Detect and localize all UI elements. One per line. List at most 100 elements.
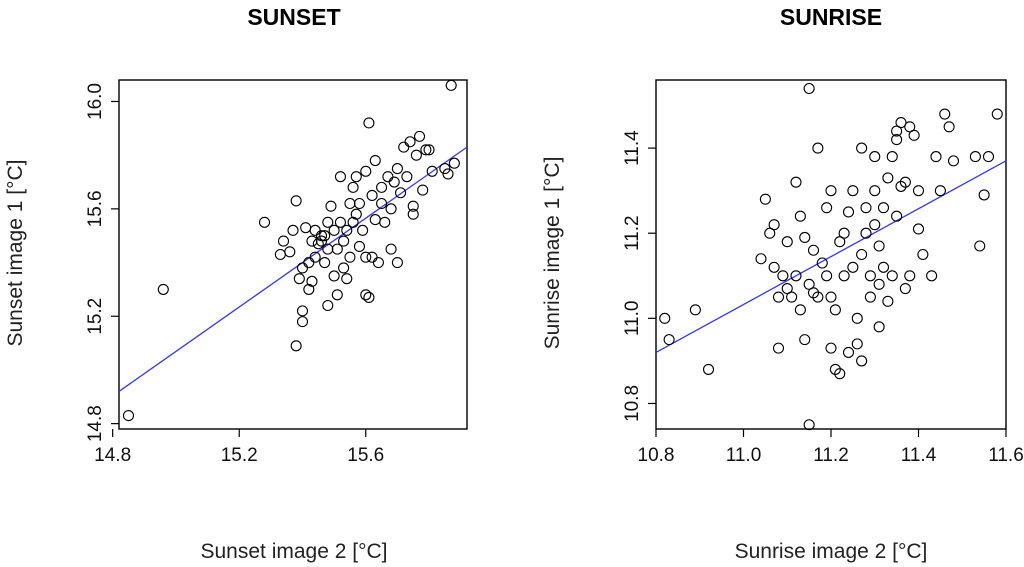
- data-point: [803, 419, 815, 431]
- data-point: [842, 206, 855, 218]
- data-point: [338, 235, 350, 247]
- data-point: [904, 270, 916, 282]
- data-point: [398, 141, 410, 153]
- data-point: [869, 219, 881, 231]
- data-point: [413, 130, 426, 142]
- data-point: [122, 410, 135, 422]
- data-point: [439, 163, 451, 175]
- data-point: [312, 238, 324, 250]
- data-point: [891, 210, 903, 222]
- data-point: [363, 291, 375, 304]
- data-point: [807, 244, 820, 256]
- data-point: [873, 240, 885, 252]
- data-point: [772, 342, 785, 354]
- data-point: [344, 251, 356, 263]
- regression-line: [118, 146, 468, 392]
- data-point: [807, 287, 820, 299]
- data-point: [886, 151, 898, 163]
- data-point: [886, 270, 898, 282]
- data-point: [331, 289, 343, 301]
- data-point: [982, 151, 995, 163]
- data-point: [842, 346, 855, 358]
- data-point: [904, 121, 916, 133]
- data-point: [360, 251, 372, 263]
- data-point: [895, 117, 907, 129]
- data-point: [376, 197, 388, 210]
- data-point: [891, 134, 903, 146]
- data-point: [834, 236, 846, 248]
- data-point: [300, 222, 312, 234]
- data-point: [834, 368, 846, 380]
- data-point: [974, 240, 986, 252]
- data-point: [838, 227, 850, 239]
- data-point: [799, 334, 811, 346]
- data-point: [306, 235, 318, 247]
- data-point: [882, 172, 894, 184]
- data-point: [344, 197, 356, 210]
- data-point: [366, 251, 378, 263]
- data-point: [303, 257, 315, 269]
- data-point: [395, 187, 407, 199]
- data-point: [290, 340, 302, 352]
- data-point: [369, 154, 381, 167]
- data-point: [322, 216, 334, 228]
- data-point: [768, 219, 780, 231]
- data-point: [978, 189, 990, 201]
- data-point: [423, 144, 435, 156]
- data-point: [274, 248, 286, 261]
- data-point: [943, 121, 955, 133]
- data-point: [856, 142, 868, 154]
- data-point: [821, 270, 833, 282]
- data-point: [360, 165, 372, 177]
- sunset-panel: SUNSET Sunset image 2 [°C] Sunset image …: [4, 4, 468, 563]
- data-point: [347, 216, 359, 228]
- x-tick-label: 14.8: [94, 445, 131, 466]
- data-point: [877, 202, 890, 214]
- data-point: [382, 171, 394, 183]
- data-point: [869, 185, 881, 197]
- data-point: [777, 270, 789, 282]
- data-point: [882, 295, 894, 307]
- data-point: [385, 203, 397, 215]
- y-tick-label: 16.0: [85, 83, 106, 120]
- data-point: [856, 355, 868, 367]
- data-point: [417, 184, 429, 196]
- data-point: [926, 270, 938, 282]
- chart-title: SUNRISE: [780, 4, 882, 30]
- data-point: [663, 334, 675, 346]
- data-point: [407, 208, 419, 220]
- y-tick-label: 10.8: [622, 385, 643, 422]
- data-point: [917, 248, 929, 261]
- data-point: [786, 291, 798, 303]
- data-point: [847, 261, 859, 273]
- data-point: [379, 216, 391, 228]
- data-point: [363, 117, 375, 129]
- data-point: [812, 142, 824, 154]
- data-point: [325, 200, 337, 212]
- y-tick-label: 15.6: [85, 190, 106, 227]
- plot-frame: [118, 79, 468, 430]
- data-point: [803, 278, 815, 290]
- data-point: [851, 312, 863, 324]
- data-point: [372, 257, 384, 269]
- data-point: [157, 283, 169, 295]
- data-point: [790, 270, 802, 282]
- data-point: [912, 223, 925, 235]
- data-point: [296, 316, 309, 328]
- data-point: [851, 338, 863, 350]
- x-ticks: 14.8 15.2 15.6: [94, 429, 384, 466]
- data-point: [322, 299, 334, 312]
- data-point: [284, 246, 296, 258]
- y-axis-label: Sunrise image 1 [°C]: [541, 157, 564, 350]
- data-point: [812, 291, 824, 303]
- data-point: [759, 193, 771, 205]
- data-point: [404, 136, 416, 148]
- sunrise-panel: SUNRISE Sunrise image 2 [°C] Sunrise ima…: [541, 4, 1024, 563]
- data-point: [347, 181, 359, 193]
- data-point: [869, 151, 881, 163]
- data-point: [448, 157, 460, 169]
- data-point: [338, 262, 350, 274]
- data-point: [331, 243, 343, 255]
- x-tick-label: 11.0: [726, 445, 762, 466]
- data-point: [781, 282, 793, 295]
